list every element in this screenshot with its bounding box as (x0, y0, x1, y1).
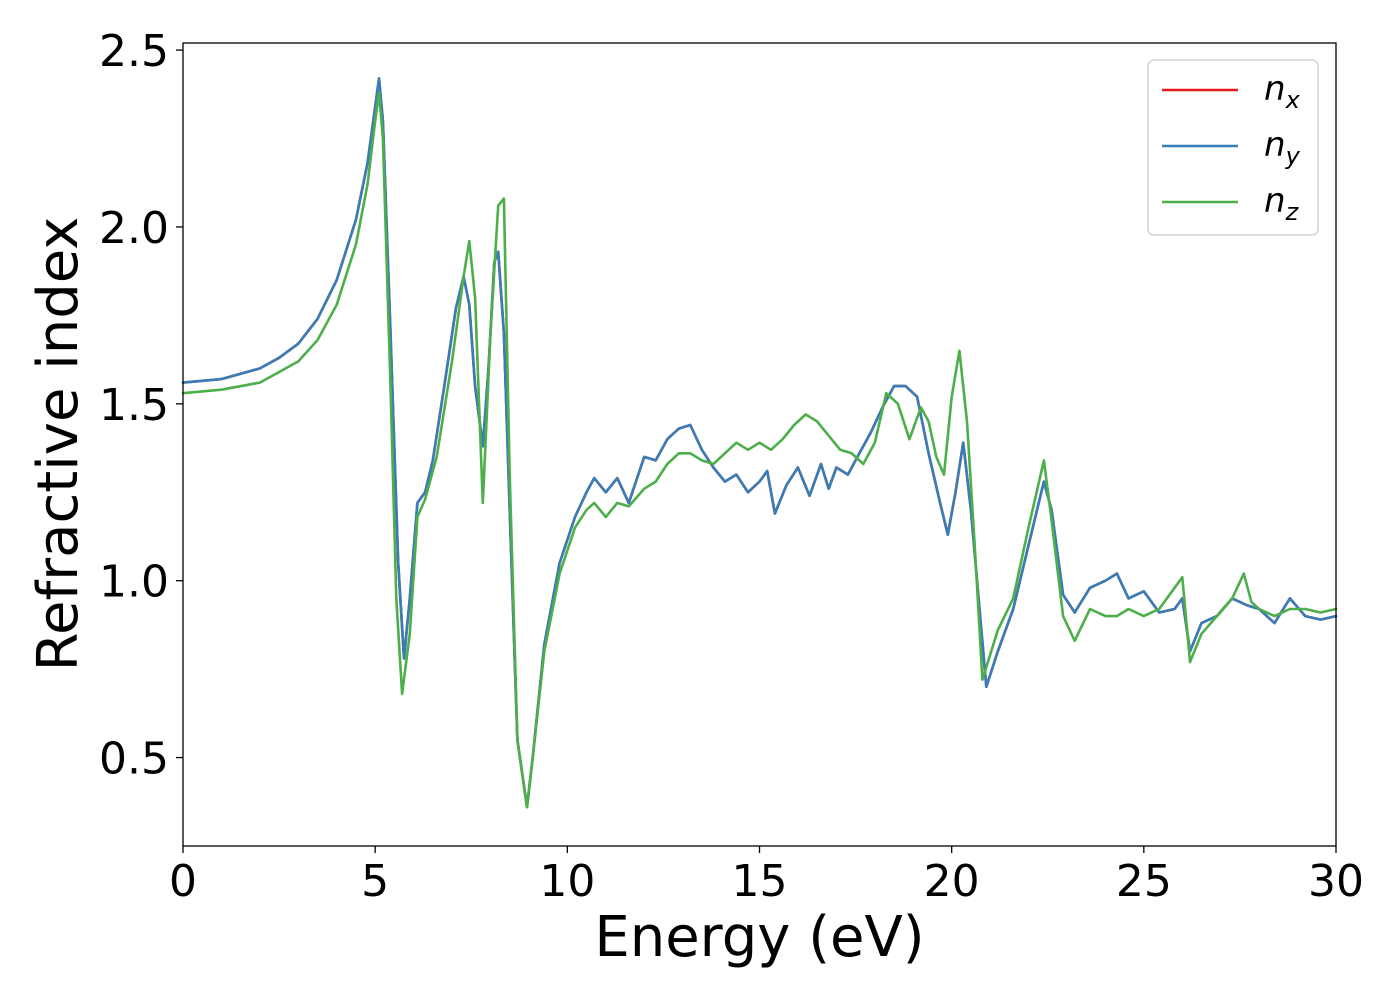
legend-label-subscript: y (1285, 142, 1301, 170)
x-tick-label: 0 (169, 856, 197, 907)
y-axis-title: Refractive index (26, 217, 91, 672)
legend-label-y: ny (1264, 125, 1301, 170)
legend-label-base: n (1264, 125, 1286, 165)
y-axis-ticks: 0.5 1.0 1.5 2.0 2.5 (99, 26, 183, 785)
x-tick-label: 5 (361, 856, 389, 907)
series-line-y (181, 77, 1338, 809)
legend-box (1147, 59, 1319, 236)
legend-label-z: nz (1264, 181, 1300, 226)
x-tick-label: 15 (732, 856, 788, 907)
x-tick-label: 20 (924, 856, 980, 907)
legend-label-base: n (1264, 69, 1286, 109)
x-tick-label: 30 (1308, 856, 1364, 907)
legend-label-x: nx (1264, 69, 1301, 114)
series-layer (181, 77, 1338, 809)
legend-label-base: n (1264, 181, 1286, 221)
x-tick-label: 25 (1116, 856, 1172, 907)
x-axis-ticks: 0 5 10 15 20 25 30 (169, 846, 1364, 907)
x-axis-title: Energy (eV) (594, 905, 924, 970)
x-tick-label: 10 (539, 856, 595, 907)
y-tick-label: 1.0 (99, 557, 169, 608)
legend-label-subscript: x (1285, 86, 1301, 114)
y-tick-label: 2.0 (99, 203, 169, 254)
y-tick-label: 1.5 (99, 380, 169, 431)
legend-label-subscript: z (1285, 198, 1300, 226)
y-tick-label: 2.5 (99, 26, 169, 77)
series-line-z (181, 91, 1338, 809)
y-tick-label: 0.5 (99, 734, 169, 785)
